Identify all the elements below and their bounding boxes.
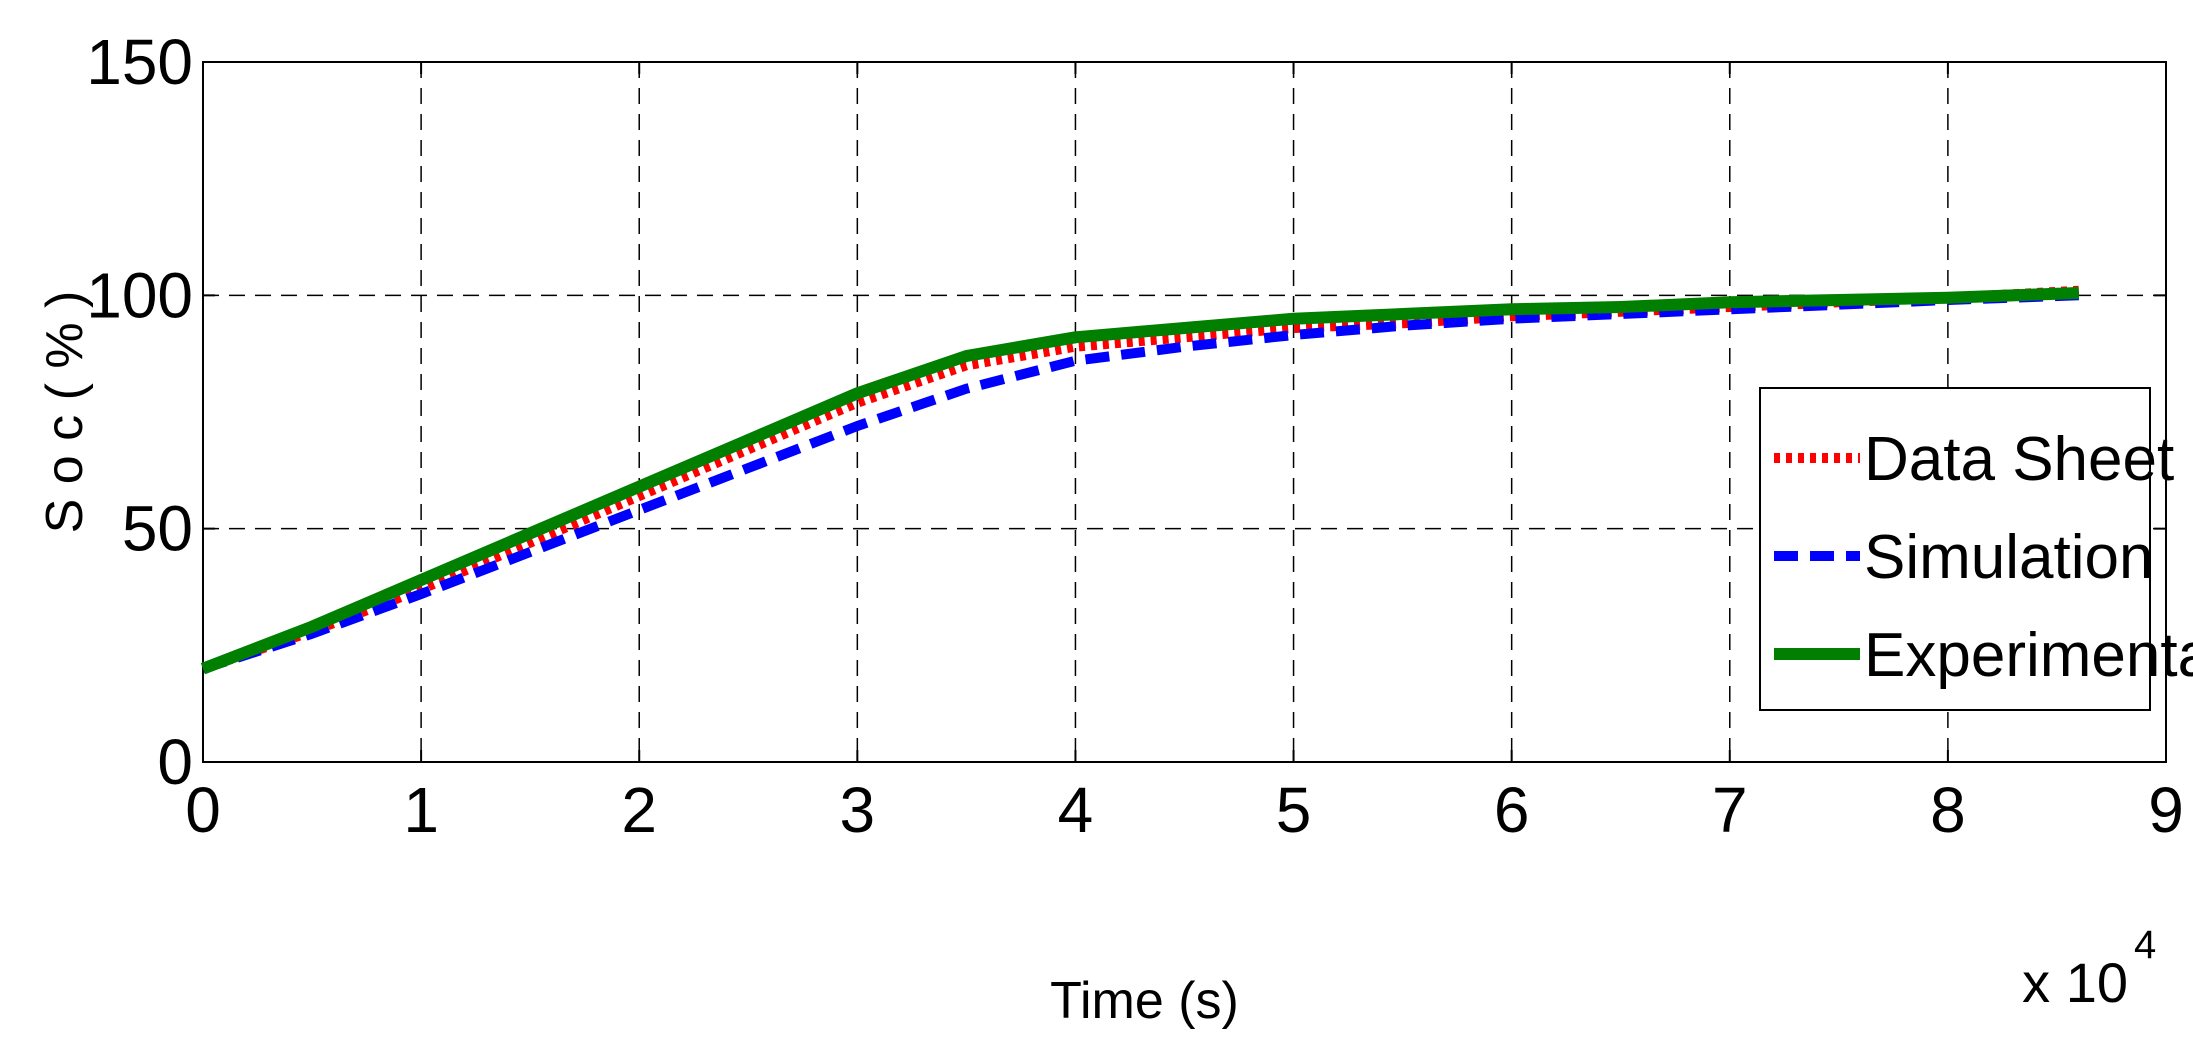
series-lines [200,285,2080,675]
legend-label: Data Sheet [1864,425,2174,494]
legend-box [1759,387,2151,711]
legend-items: Data Sheet Simulation Experimental [1774,425,2193,690]
x-tick-label: 0 [185,774,221,846]
x-exponent-power: 4 [2134,923,2156,967]
y-tick-label: 50 [122,493,193,565]
x-tick-label: 8 [1930,774,1966,846]
x-axis-exponent-label: x 10 4 [2022,923,2156,1014]
x-exponent-base: x 10 [2022,951,2128,1014]
y-axis-label: S o c ( % ) [36,291,94,534]
legend-label: Experimental [1864,621,2193,690]
series-line-simulation [201,290,2079,674]
x-tick-label: 4 [1058,774,1094,846]
x-axis-label: Time (s) [1050,972,1239,1030]
x-tick-label: 7 [1712,774,1748,846]
x-tick-label: 6 [1494,774,1530,846]
x-tick-label: 3 [840,774,876,846]
legend: Data Sheet Simulation Experimental [1759,387,2193,711]
series-line-data-sheet [201,285,2080,674]
y-tick-label: 100 [86,259,193,331]
x-tick-labels: 0 1 2 3 4 5 6 7 8 9 [185,774,2184,846]
legend-label: Simulation [1864,523,2153,592]
x-tick-label: 2 [621,774,657,846]
x-tick-label: 5 [1276,774,1312,846]
series-line-experimental [200,287,2080,675]
axis-ticks [202,61,2167,763]
x-tick-label: 9 [2148,774,2184,846]
y-tick-label: 0 [157,726,193,798]
plot-area-frame [202,61,2167,763]
y-tick-labels: 0 50 100 150 [86,26,193,798]
x-tick-label: 1 [403,774,439,846]
y-tick-label: 150 [86,26,193,98]
